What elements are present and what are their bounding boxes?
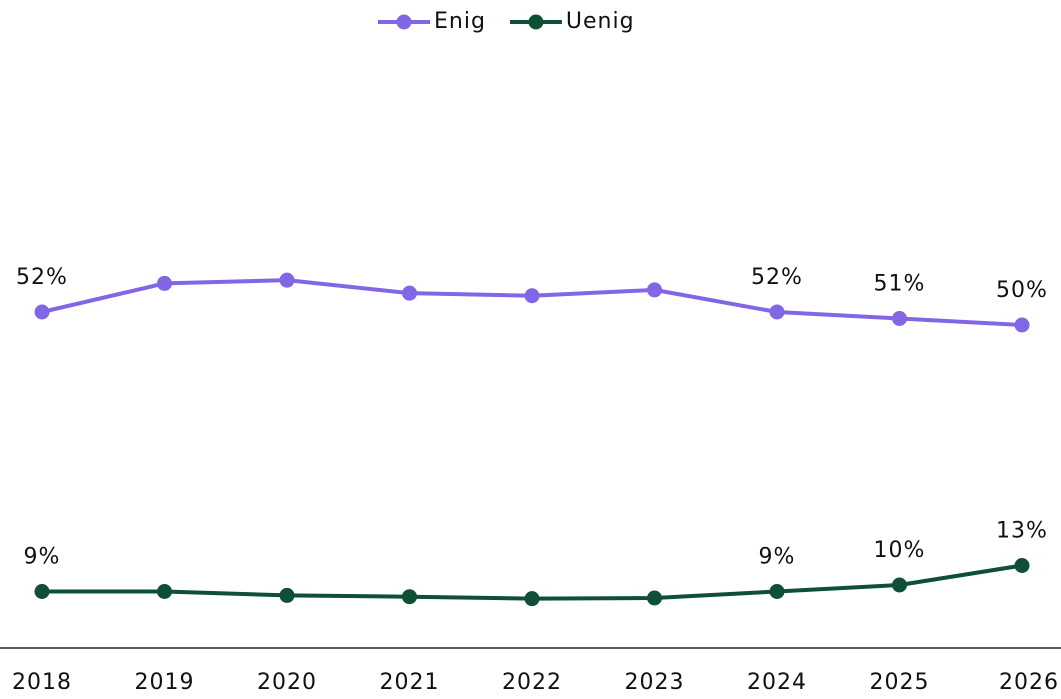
data-label: 52% <box>751 265 803 290</box>
legend-swatch-dot <box>396 14 412 30</box>
data-label: 10% <box>874 538 926 563</box>
data-point <box>1014 558 1030 573</box>
data-label: 50% <box>996 278 1048 303</box>
data-point <box>279 587 295 603</box>
data-point <box>279 272 295 288</box>
data-point <box>157 584 172 599</box>
data-point <box>402 589 417 605</box>
data-point <box>647 282 662 298</box>
data-label: 9% <box>759 545 796 570</box>
x-tick-label: 2020 <box>257 670 317 695</box>
data-point <box>524 288 540 304</box>
x-tick-label: 2019 <box>135 670 195 695</box>
data-label: 51% <box>874 272 926 297</box>
data-point <box>34 584 50 599</box>
legend-label: Uenig <box>566 9 635 34</box>
data-point <box>1014 317 1030 333</box>
data-point <box>157 275 172 291</box>
data-label: 13% <box>996 519 1048 544</box>
data-label: 9% <box>24 545 61 570</box>
data-point <box>34 304 50 320</box>
data-point <box>892 577 907 593</box>
x-tick-label: 2024 <box>747 670 807 695</box>
legend-label: Enig <box>434 9 486 34</box>
x-tick-label: 2018 <box>12 670 72 695</box>
data-point <box>647 590 662 606</box>
x-tick-label: 2021 <box>380 670 440 695</box>
x-tick-label: 2022 <box>502 670 562 695</box>
x-tick-label: 2023 <box>625 670 685 695</box>
data-label: 52% <box>16 265 68 290</box>
data-point <box>892 311 907 326</box>
data-point <box>402 285 417 301</box>
data-point <box>769 584 785 599</box>
data-point <box>524 591 540 607</box>
data-point <box>769 304 785 320</box>
x-tick-label: 2025 <box>870 670 930 695</box>
legend: Enig Uenig <box>378 9 635 34</box>
legend-swatch-dot <box>528 14 544 30</box>
x-tick-label: 2026 <box>999 670 1059 695</box>
